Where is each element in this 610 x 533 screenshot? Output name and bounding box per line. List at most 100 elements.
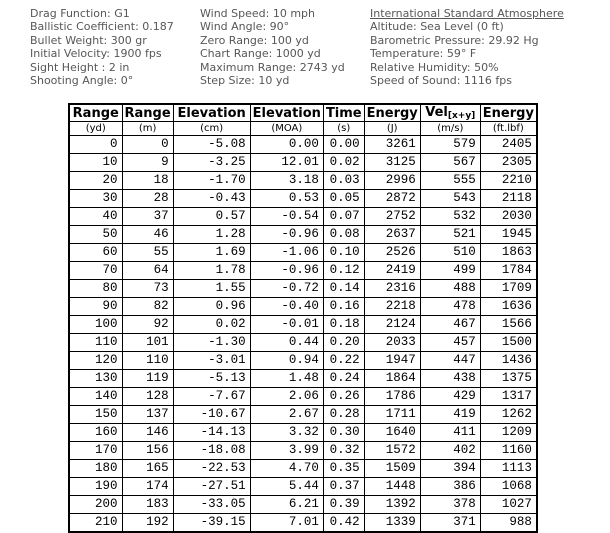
cell: 55 [121, 243, 174, 262]
cell: 1.48 [249, 369, 324, 388]
cell: -10.67 [172, 405, 251, 424]
cell: 0.44 [249, 333, 324, 352]
cell: 150 [68, 405, 123, 424]
cell: 411 [419, 423, 481, 442]
cell: 40 [68, 207, 123, 226]
cell: 0.96 [172, 297, 251, 316]
cell: 128 [121, 387, 174, 406]
cell: -1.06 [249, 243, 324, 262]
column-header: Vel[x+y] [419, 103, 481, 122]
cell: 2419 [363, 261, 421, 280]
cell: 0.30 [322, 423, 365, 442]
cell: 1566 [479, 315, 538, 334]
cell: 2124 [363, 315, 421, 334]
cell: 82 [121, 297, 174, 316]
cell: 1.55 [172, 279, 251, 298]
column-header: Energy [363, 103, 421, 122]
cell: 0.35 [322, 459, 365, 478]
table-row: 160 146 -14.13 3.32 0.30 1640 411 1209 [68, 423, 538, 442]
cell: 3.99 [249, 441, 324, 460]
info-line: Initial Velocity: 1900 fps [30, 47, 162, 61]
cell: 92 [121, 315, 174, 334]
cell: 2210 [479, 171, 538, 190]
table-row: 20 18 -1.70 3.18 0.03 2996 555 2210 [68, 171, 538, 190]
cell: 488 [419, 279, 481, 298]
cell: 140 [68, 387, 123, 406]
cell: 394 [419, 459, 481, 478]
cell: 0.16 [322, 297, 365, 316]
cell: 0.28 [322, 405, 365, 424]
info-line: Maximum Range: 2743 yd [200, 60, 345, 74]
cell: 1947 [363, 351, 421, 370]
cell: 447 [419, 351, 481, 370]
range-wind-settings-panel: Wind Speed: 10 mph Wind Angle: 90° Zero Ra… [200, 7, 345, 87]
trajectory-table-head: Range Range Elevation Elevation Time Energy Ve… [68, 103, 538, 136]
cell: -27.51 [172, 477, 251, 496]
cell: 1068 [479, 477, 538, 496]
cell: 555 [419, 171, 481, 190]
cell: 1784 [479, 261, 538, 280]
cell: 2218 [363, 297, 421, 316]
cell: 2118 [479, 189, 538, 208]
cell: 2996 [363, 171, 421, 190]
cell: 0.18 [322, 315, 365, 334]
cell: -5.13 [172, 369, 251, 388]
cell: 183 [121, 495, 174, 514]
cell: 3261 [363, 135, 421, 154]
cell: 419 [419, 405, 481, 424]
cell: 0.12 [322, 261, 365, 280]
cell: 130 [68, 369, 123, 388]
cell: 2033 [363, 333, 421, 352]
column-unit: (cm) [172, 121, 251, 136]
cell: 0.32 [322, 441, 365, 460]
cell: 2872 [363, 189, 421, 208]
table-row: 0 0 -5.08 0.00 0.00 3261 579 2405 [68, 135, 538, 154]
cell: -1.70 [172, 171, 251, 190]
table-row: 180 165 -22.53 4.70 0.35 1509 394 1113 [68, 459, 538, 478]
cell: 378 [419, 495, 481, 514]
cell: 146 [121, 423, 174, 442]
column-header: Elevation [249, 103, 324, 122]
table-row: 90 82 0.96 -0.40 0.16 2218 478 1636 [68, 297, 538, 316]
cell: 1711 [363, 405, 421, 424]
cell: -33.05 [172, 495, 251, 514]
cell: 180 [68, 459, 123, 478]
cell: 160 [68, 423, 123, 442]
table-row: 140 128 -7.67 2.06 0.26 1786 429 1317 [68, 387, 538, 406]
column-unit: (J) [363, 121, 421, 136]
cell: 457 [419, 333, 481, 352]
cell: 4.70 [249, 459, 324, 478]
table-row: 170 156 -18.08 3.99 0.32 1572 402 1160 [68, 441, 538, 460]
cell: -3.01 [172, 351, 251, 370]
column-header-subscript: [x+y] [447, 111, 476, 121]
cell: 543 [419, 189, 481, 208]
cell: 0.24 [322, 369, 365, 388]
cell: 1945 [479, 225, 538, 244]
cell: 2.67 [249, 405, 324, 424]
trajectory-table: Range Range Elevation Elevation Time Energy Ve… [68, 103, 538, 533]
column-header: Range [121, 103, 174, 122]
header-row: Range Range Elevation Elevation Time Energy Ve… [68, 103, 538, 122]
info-line: Bullet Weight: 300 gr [30, 33, 147, 47]
cell: 988 [479, 513, 538, 533]
cell: -39.15 [172, 513, 251, 533]
cell: 438 [419, 369, 481, 388]
cell: 200 [68, 495, 123, 514]
cell: 0.14 [322, 279, 365, 298]
cell: 1509 [363, 459, 421, 478]
cell: 0 [121, 135, 174, 154]
info-line: Step Size: 10 yd [200, 74, 290, 88]
cell: 10 [68, 153, 123, 172]
table-row: 110 101 -1.30 0.44 0.20 2033 457 1500 [68, 333, 538, 352]
cell: 567 [419, 153, 481, 172]
cell: 80 [68, 279, 123, 298]
cell: 1640 [363, 423, 421, 442]
cell: 0.37 [322, 477, 365, 496]
cell: 1392 [363, 495, 421, 514]
cell: -22.53 [172, 459, 251, 478]
cell: 2030 [479, 207, 538, 226]
cell: 1113 [479, 459, 538, 478]
cell: 1.69 [172, 243, 251, 262]
cell: 2526 [363, 243, 421, 262]
info-line: Drag Function: G1 [30, 7, 130, 20]
